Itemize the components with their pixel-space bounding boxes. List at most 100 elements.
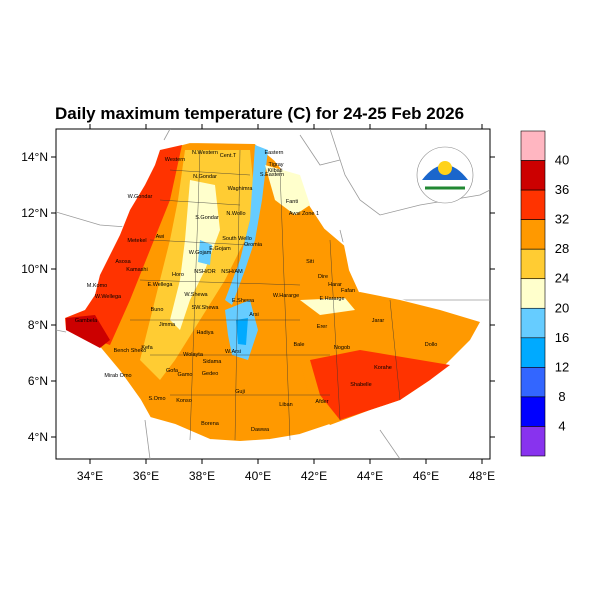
region-label: Gofa [166, 368, 179, 374]
zone-southeast-32 [310, 350, 450, 420]
region-label: N.Western [192, 150, 218, 156]
region-label: E.Gojam [209, 246, 231, 252]
region-label: South Wello [222, 236, 252, 242]
region-label: Bale [293, 342, 304, 348]
colorbar-label: 8 [558, 389, 565, 404]
region-label: Nogob [334, 345, 350, 351]
region-label: Erer [317, 324, 328, 330]
border-eritrea-coast [299, 134, 341, 166]
region-label: W.Gondar [128, 194, 153, 200]
y-tick-label: 8°N [28, 318, 48, 332]
colorbar-swatch [520, 189, 546, 220]
region-label: Gedeo [202, 371, 219, 377]
region-label: Oromia [244, 242, 263, 248]
region-label: Buno [151, 307, 164, 313]
colorbar-label: 36 [555, 182, 569, 197]
zone-afar-20 [265, 165, 310, 215]
admin-boundaries [130, 149, 401, 441]
zone-west-32 [65, 145, 182, 345]
region-label: Mirab Omo [104, 373, 131, 379]
region-label: Awsi Zone 1 [289, 211, 319, 217]
y-axis: 14°N 12°N 10°N 8°N 6°N 4°N [21, 150, 495, 444]
region-label: Horo [172, 272, 184, 278]
y-tick-label: 6°N [28, 374, 48, 388]
region-label: Kilbati [268, 168, 283, 174]
colorbar-label: 24 [555, 271, 569, 286]
colorbar-swatch [520, 130, 546, 161]
region-label: Jarar [372, 318, 385, 324]
x-tick-label: 34°E [77, 469, 103, 483]
zone-gambela-36 [66, 315, 110, 348]
colorbar-swatch [520, 307, 546, 339]
region-label: Korahe [374, 365, 392, 371]
zone-arsi-12 [236, 318, 248, 345]
region-label: Metekel [127, 238, 146, 244]
y-tick-label: 10°N [21, 262, 48, 276]
region-label: S.Gondar [195, 215, 219, 221]
x-tick-label: 46°E [413, 469, 439, 483]
region-label: Arsi [249, 312, 258, 318]
colorbar-swatch [520, 426, 546, 457]
region-label: Wolayta [183, 352, 204, 358]
region-label: Jimma [159, 322, 176, 328]
region-label: Konso [176, 398, 192, 404]
region-label: Dollo [425, 342, 438, 348]
region-label: Dawwa [251, 427, 270, 433]
map-title: Daily maximum temperature (C) for 24-25 … [55, 104, 465, 123]
colorbar-swatch [520, 337, 546, 368]
region-label: Shabelle [350, 382, 371, 388]
x-tick-label: 36°E [133, 469, 159, 483]
zone-rift-16 [225, 145, 268, 305]
colorbar-label: 12 [555, 359, 569, 374]
region-label: Bench Sheko [114, 348, 147, 354]
region-label: S.Eastern [260, 172, 284, 178]
region-label: N.Wollo [226, 211, 245, 217]
x-tick-label: 42°E [301, 469, 327, 483]
admin-lines [130, 149, 401, 441]
ethiopian-meteorology-institute-logo [416, 146, 474, 204]
y-tick-label: 4°N [28, 430, 48, 444]
x-tick-label: 44°E [357, 469, 383, 483]
region-label: Cent.T [220, 153, 237, 159]
region-label: Dire [318, 274, 328, 280]
region-label: N.Gondar [193, 174, 217, 180]
colorbar: 40 36 32 28 24 20 16 12 8 4 [520, 130, 569, 457]
region-label: Western [165, 157, 185, 163]
region-label: Borena [201, 421, 220, 427]
region-label: Fanti [286, 199, 298, 205]
region-label: NSH/OR [194, 269, 215, 275]
x-axis: 34°E 36°E 38°E 40°E 42°E 44°E 46°E 48°E [77, 124, 495, 483]
border-kenya-west [144, 419, 151, 459]
colorbar-swatch [520, 219, 546, 250]
region-label: Gamo [178, 372, 193, 378]
region-label: Siti [306, 259, 314, 265]
colorbar-label: 28 [555, 241, 569, 256]
region-label: Harar [328, 282, 342, 288]
colorbar-label: 4 [558, 418, 565, 433]
region-label: Kamashi [126, 267, 147, 273]
region-label: Sidama [203, 359, 223, 365]
region-label: W.Hararge [273, 293, 299, 299]
x-tick-label: 40°E [245, 469, 271, 483]
border-south-sudan [56, 329, 67, 333]
region-label: NSH/AM [221, 269, 243, 275]
x-tick-label: 38°E [189, 469, 215, 483]
region-label: Waghimra [228, 186, 254, 192]
border-kenya-somalia [379, 429, 401, 459]
colorbar-label: 20 [555, 300, 569, 315]
region-label: M.Komo [87, 283, 107, 289]
coast-red-sea [329, 129, 490, 216]
region-labels: Western N.Western Cent.T Eastern N.Gondar S.E… [75, 150, 437, 433]
region-label: W.Shewa [184, 292, 208, 298]
y-tick-label: 12°N [21, 206, 48, 220]
colorbar-swatch [520, 367, 546, 398]
colorbar-swatch [520, 278, 546, 309]
colorbar-label: 16 [555, 330, 569, 345]
x-tick-label: 48°E [469, 469, 495, 483]
region-label: W.Wellega [95, 294, 122, 300]
zone-highland-20 [170, 180, 220, 330]
colorbar-swatch [520, 160, 546, 191]
region-label: W.Gojam [189, 250, 212, 256]
colorbar-label: 40 [555, 153, 569, 168]
